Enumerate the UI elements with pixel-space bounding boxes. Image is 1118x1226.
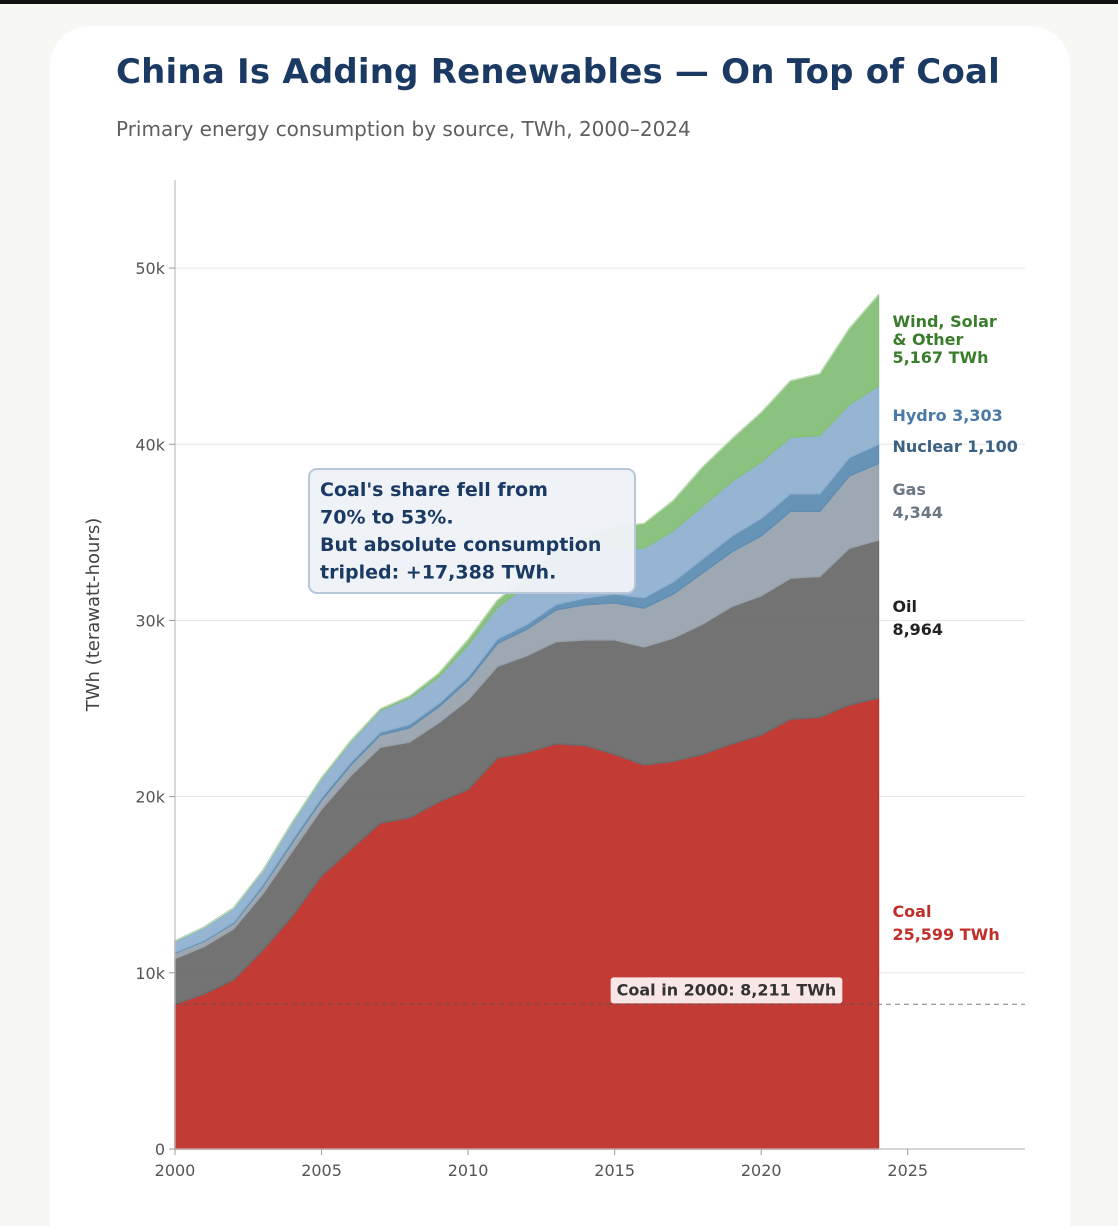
y-tick-label-40000: 40k [135,435,165,454]
chart-subtitle: Primary energy consumption by source, TW… [116,117,691,141]
end-label-wind-solar-other-2: 5,167 TWh [892,348,988,367]
end-label-coal-0: Coal [892,902,931,921]
axes: 0 10k 20k 30k 40k 50k 2000 2005 2010 2015 2020 2025… [83,180,1025,1180]
reference-label: Coal in 2000: 8,211 TWh [617,980,837,999]
stacked-area-chart: Coal in 2000: 8,211 TWh 0 10k 20k 30k 40k 50k… [83,180,1025,1180]
y-tick-label-0: 0 [155,1140,165,1159]
x-tick-label-2025: 2025 [887,1161,928,1180]
y-tick-label-30000: 30k [135,611,165,630]
top-border [0,0,1118,4]
end-label-gas-1: 4,344 [892,503,943,522]
chart-title: China Is Adding Renewables — On Top of C… [116,52,1001,92]
end-label-hydro-0: Hydro 3,303 [892,406,1002,425]
end-label-wind-solar-other-0: Wind, Solar [892,312,996,331]
reference-label-bg [610,977,843,1004]
end-label-coal-1: 25,599 TWh [892,925,999,944]
y-tick-label-20000: 20k [135,788,165,807]
y-tick-label-50000: 50k [135,259,165,278]
callout-line-1: 70% to 53%. [320,507,454,529]
callout-annotation: Coal's share fell from 70% to 53%. But abs… [308,468,636,594]
x-tick-label-2005: 2005 [301,1161,342,1180]
x-tick-label-2015: 2015 [594,1161,635,1180]
end-label-nuclear-0: Nuclear 1,100 [892,437,1017,456]
end-label-gas-0: Gas [892,480,925,499]
callout-line-2: But absolute consumption [320,534,601,556]
callout-line-0: Coal's share fell from [320,479,548,501]
end-label-oil-1: 8,964 [892,620,943,639]
x-tick-label-2000: 2000 [155,1161,196,1180]
y-axis-title: TWh (terawatt-hours) [83,518,104,713]
callout-line-3: tripled: +17,388 TWh. [320,562,556,584]
end-label-oil-0: Oil [892,597,917,616]
x-tick-label-2020: 2020 [741,1161,782,1180]
reference-line-group: Coal in 2000: 8,211 TWh [175,977,1025,1005]
x-tick-label-2010: 2010 [448,1161,489,1180]
area-series [174,294,880,1150]
y-tick-label-10000: 10k [135,964,165,983]
callout-box [308,468,636,594]
end-label-wind-solar-other-1: & Other [892,330,963,349]
